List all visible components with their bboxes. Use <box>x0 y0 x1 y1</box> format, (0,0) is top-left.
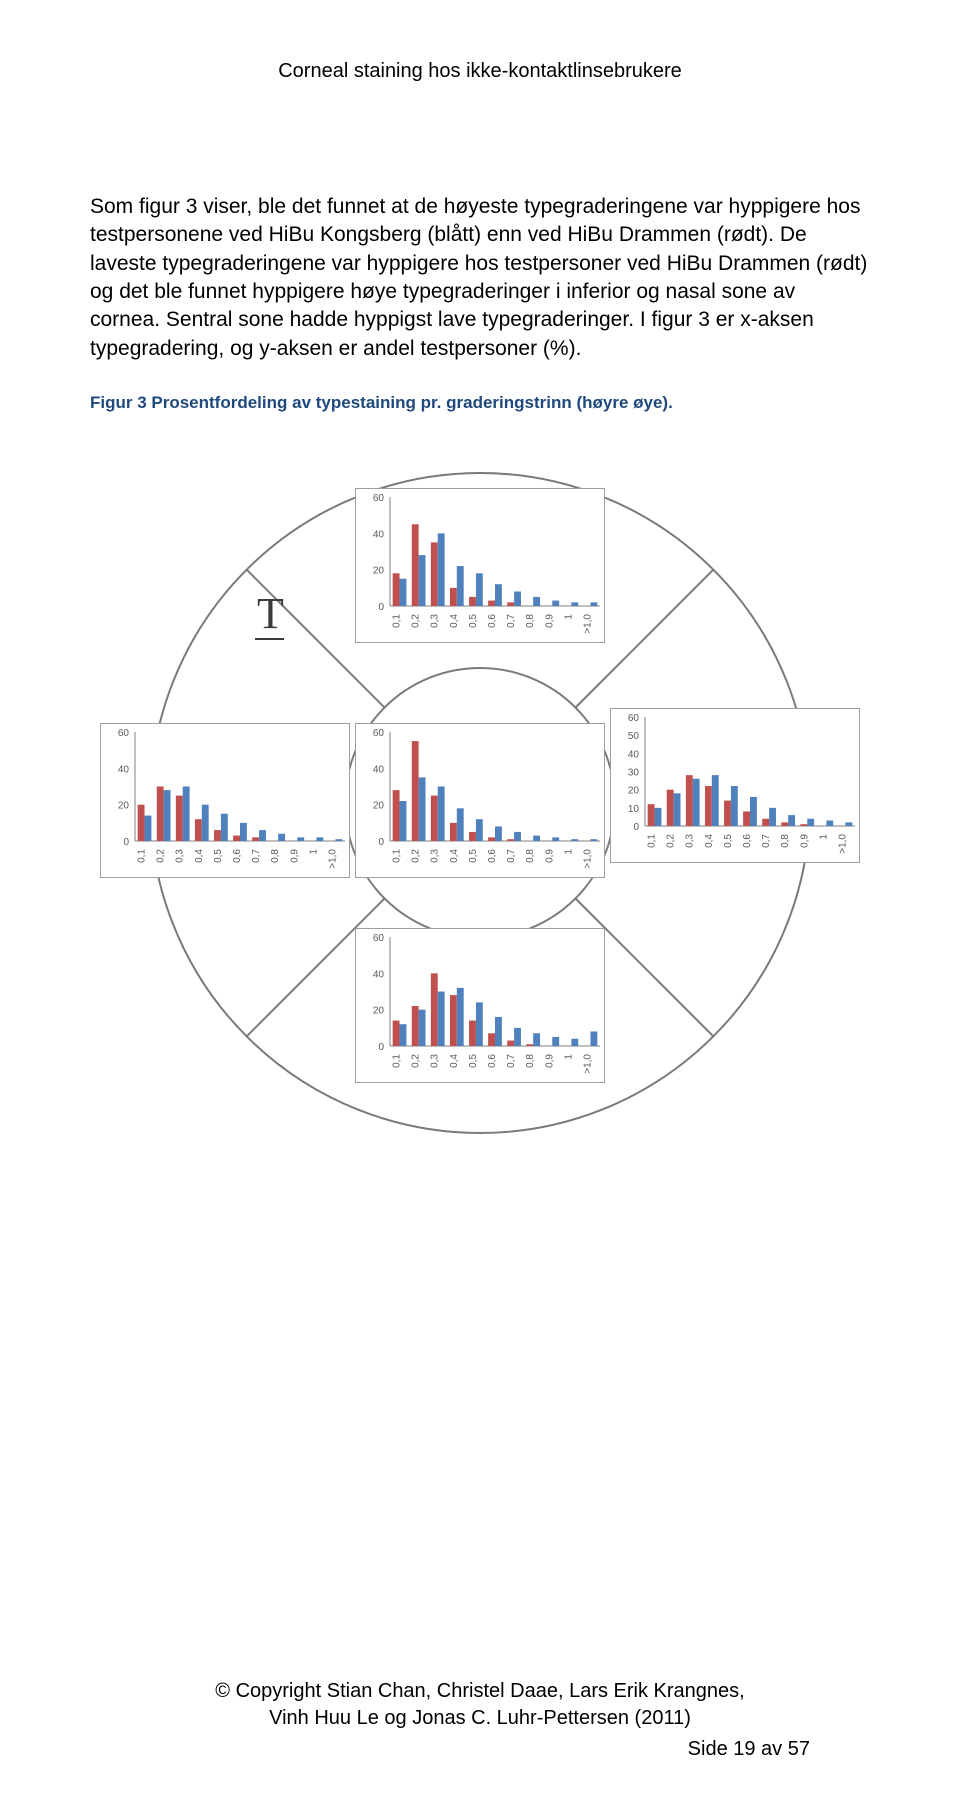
svg-text:40: 40 <box>373 969 385 980</box>
svg-text:0,5: 0,5 <box>723 834 734 848</box>
svg-text:0: 0 <box>378 602 384 613</box>
svg-text:40: 40 <box>118 764 130 775</box>
svg-text:0,1: 0,1 <box>392 614 403 628</box>
svg-text:50: 50 <box>628 731 640 742</box>
svg-text:1: 1 <box>308 849 319 855</box>
svg-text:0,5: 0,5 <box>468 614 479 628</box>
page-number: Side 19 av 57 <box>0 1736 960 1763</box>
svg-text:0,9: 0,9 <box>544 1054 555 1068</box>
svg-text:1: 1 <box>563 1054 574 1060</box>
svg-text:0,2: 0,2 <box>666 834 677 848</box>
t-letter: T <box>255 589 284 640</box>
svg-text:0,6: 0,6 <box>742 834 753 848</box>
svg-text:40: 40 <box>628 749 640 760</box>
svg-text:0,5: 0,5 <box>468 1054 479 1068</box>
svg-text:0,2: 0,2 <box>156 849 167 863</box>
svg-text:0,4: 0,4 <box>449 849 460 863</box>
svg-text:0,2: 0,2 <box>411 849 422 863</box>
svg-text:0,1: 0,1 <box>647 834 658 848</box>
svg-text:0,8: 0,8 <box>525 614 536 628</box>
svg-text:0,3: 0,3 <box>685 834 696 848</box>
cornea-diagram: T 0 20 40 60 0,1 0,2 0,3 0,4 0,5 0,6 0,7 0,8 0,9 1 >1,… <box>130 453 830 1153</box>
svg-text:20: 20 <box>628 786 640 797</box>
svg-text:40: 40 <box>373 764 385 775</box>
svg-text:0,3: 0,3 <box>430 849 441 863</box>
footer-line2: Vinh Huu Le og Jonas C. Luhr-Pettersen (… <box>0 1705 960 1732</box>
svg-text:20: 20 <box>373 566 385 577</box>
svg-text:40: 40 <box>373 529 385 540</box>
chart-inferior: 0 20 40 60 0,1 0,2 0,3 0,4 0,5 0,6 0,7 0,8 0,9 1 >1,0 <box>355 928 605 1083</box>
svg-text:0,4: 0,4 <box>194 849 205 863</box>
svg-text:0: 0 <box>633 822 639 833</box>
svg-text:0,1: 0,1 <box>137 849 148 863</box>
running-header: Corneal staining hos ikke-kontaktlinsebr… <box>90 60 870 83</box>
svg-text:0,6: 0,6 <box>487 1054 498 1068</box>
footer-line1: © Copyright Stian Chan, Christel Daae, L… <box>0 1678 960 1705</box>
svg-text:1: 1 <box>563 614 574 620</box>
svg-text:0,8: 0,8 <box>780 834 791 848</box>
svg-text:0,4: 0,4 <box>449 614 460 628</box>
svg-text:>1,0: >1,0 <box>837 834 848 854</box>
svg-text:>1,0: >1,0 <box>582 614 593 634</box>
svg-text:0,7: 0,7 <box>506 614 517 628</box>
svg-text:0,7: 0,7 <box>506 849 517 863</box>
svg-text:1: 1 <box>818 834 829 840</box>
svg-text:1: 1 <box>563 849 574 855</box>
svg-text:>1,0: >1,0 <box>582 849 593 869</box>
svg-text:0,7: 0,7 <box>761 834 772 848</box>
svg-text:0,9: 0,9 <box>799 834 810 848</box>
svg-text:0,9: 0,9 <box>544 614 555 628</box>
svg-text:0,7: 0,7 <box>506 1054 517 1068</box>
svg-text:0: 0 <box>378 1042 384 1053</box>
svg-text:0,6: 0,6 <box>232 849 243 863</box>
chart-superior: 0 20 40 60 0,1 0,2 0,3 0,4 0,5 0,6 0,7 0,8 0,9 1 >1,0 <box>355 488 605 643</box>
svg-text:0,2: 0,2 <box>411 614 422 628</box>
svg-text:20: 20 <box>373 1006 385 1017</box>
svg-text:0,3: 0,3 <box>175 849 186 863</box>
svg-text:60: 60 <box>373 933 385 944</box>
body-paragraph: Som figur 3 viser, ble det funnet at de … <box>90 193 870 363</box>
svg-text:0,1: 0,1 <box>392 1054 403 1068</box>
svg-text:30: 30 <box>628 768 640 779</box>
svg-text:0,4: 0,4 <box>704 834 715 848</box>
svg-text:0,3: 0,3 <box>430 614 441 628</box>
chart-central: 0 20 40 60 0,1 0,2 0,3 0,4 0,5 0,6 0,7 0,8 0,9 1 >1,0 <box>355 723 605 878</box>
chart-nasal: 0 10 20 30 40 50 60 0,1 0,2 0,3 0,4 0,5 0,6 0,7 0,8 0,9… <box>610 708 860 863</box>
svg-text:0,3: 0,3 <box>430 1054 441 1068</box>
svg-text:0,8: 0,8 <box>525 849 536 863</box>
svg-text:60: 60 <box>373 728 385 739</box>
temporal-marker: T <box>255 588 284 639</box>
svg-text:0,6: 0,6 <box>487 849 498 863</box>
svg-text:0: 0 <box>378 837 384 848</box>
svg-text:60: 60 <box>118 728 130 739</box>
svg-text:0,7: 0,7 <box>251 849 262 863</box>
svg-text:0,9: 0,9 <box>289 849 300 863</box>
svg-text:0,5: 0,5 <box>468 849 479 863</box>
svg-text:60: 60 <box>628 713 640 724</box>
svg-text:0,6: 0,6 <box>487 614 498 628</box>
svg-text:0,2: 0,2 <box>411 1054 422 1068</box>
svg-text:0,8: 0,8 <box>270 849 281 863</box>
svg-text:10: 10 <box>628 804 640 815</box>
chart-temporal: 0 20 40 60 0,1 0,2 0,3 0,4 0,5 0,6 0,7 0,8 0,9 1 >1,0 <box>100 723 350 878</box>
svg-text:0,4: 0,4 <box>449 1054 460 1068</box>
svg-text:20: 20 <box>373 801 385 812</box>
svg-text:>1,0: >1,0 <box>327 849 338 869</box>
svg-text:60: 60 <box>373 493 385 504</box>
svg-text:0,9: 0,9 <box>544 849 555 863</box>
svg-text:0,5: 0,5 <box>213 849 224 863</box>
svg-text:20: 20 <box>118 801 130 812</box>
page-footer: © Copyright Stian Chan, Christel Daae, L… <box>0 1678 960 1763</box>
svg-text:0,1: 0,1 <box>392 849 403 863</box>
svg-text:0,8: 0,8 <box>525 1054 536 1068</box>
svg-text:>1,0: >1,0 <box>582 1054 593 1074</box>
figure-caption: Figur 3 Prosentfordeling av typestaining… <box>90 393 870 413</box>
svg-text:0: 0 <box>123 837 129 848</box>
